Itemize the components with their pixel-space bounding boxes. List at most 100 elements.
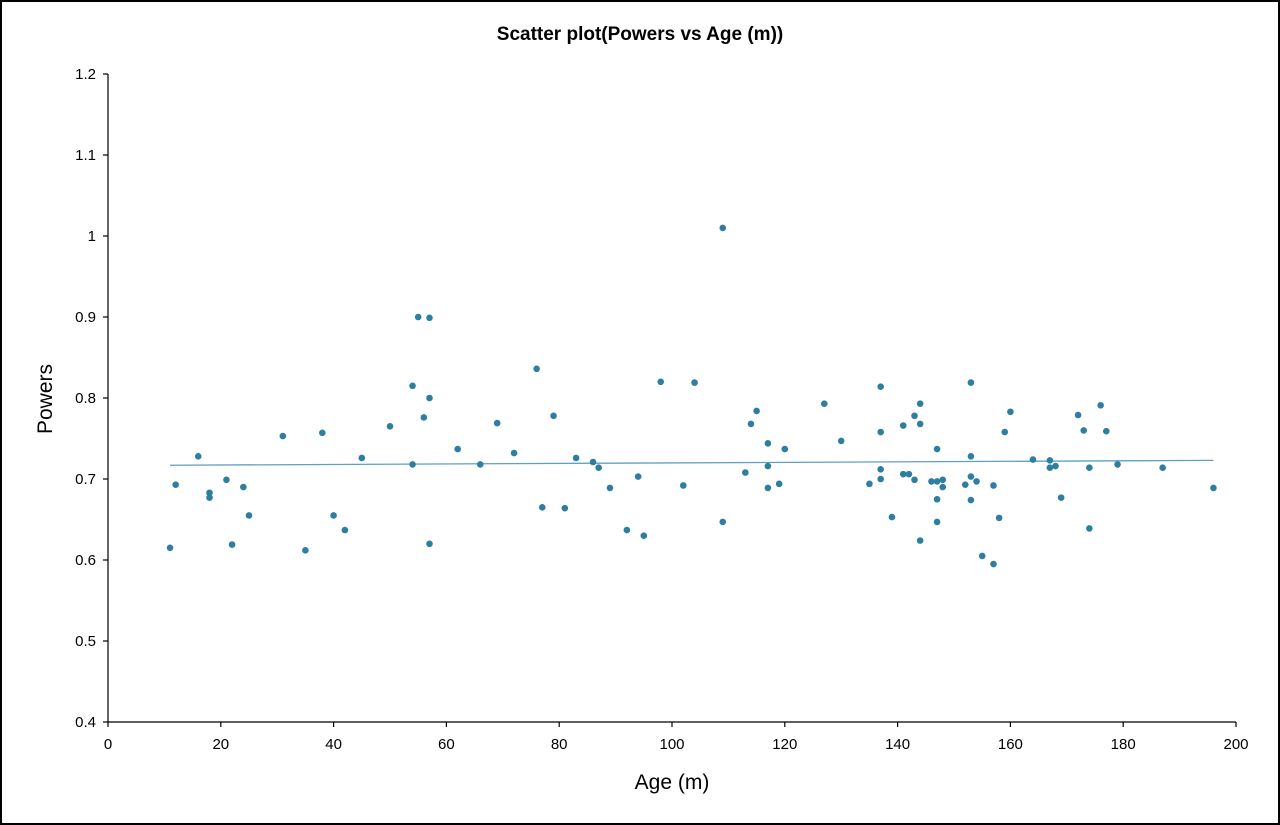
x-tick-label: 180 <box>1111 736 1136 753</box>
y-tick-label: 0.4 <box>75 714 96 731</box>
data-point <box>572 454 580 462</box>
data-point <box>1159 464 1166 471</box>
data-point <box>319 429 326 437</box>
data-point <box>279 432 287 440</box>
data-point <box>561 504 569 512</box>
data-point <box>194 453 202 460</box>
data-point <box>899 470 907 478</box>
data-point <box>1086 464 1093 471</box>
data-point <box>719 224 727 232</box>
data-point <box>1057 494 1065 501</box>
data-point <box>973 478 980 485</box>
data-point <box>820 400 828 407</box>
y-tick-label: 0.7 <box>75 471 96 488</box>
data-point <box>753 407 760 415</box>
data-point <box>719 518 727 526</box>
data-point <box>493 419 501 427</box>
x-tick-label: 120 <box>772 736 797 753</box>
data-point <box>1046 464 1054 471</box>
data-point <box>775 480 783 488</box>
data-point <box>747 420 755 428</box>
data-point <box>1001 428 1009 436</box>
x-tick-label: 80 <box>551 736 568 753</box>
data-point <box>240 483 247 491</box>
data-point <box>1102 427 1110 435</box>
x-tick-label: 0 <box>104 736 112 753</box>
y-tick-label: 1.2 <box>75 66 96 83</box>
data-point <box>764 440 772 447</box>
y-tick-label: 1.1 <box>75 147 96 164</box>
y-tick-label: 0.9 <box>75 309 96 326</box>
data-point <box>691 379 698 386</box>
trendline-group <box>170 459 1214 466</box>
data-point <box>877 465 884 473</box>
data-point <box>928 478 935 485</box>
data-point <box>967 453 975 460</box>
x-tick-label: 20 <box>212 736 229 753</box>
y-tick-label: 0.5 <box>75 633 96 650</box>
data-point <box>228 541 236 548</box>
data-point <box>877 475 884 483</box>
data-point <box>166 544 174 552</box>
data-point <box>623 526 631 534</box>
trendline <box>170 459 1214 466</box>
data-point <box>990 560 997 568</box>
data-point <box>742 469 749 476</box>
data-point <box>634 473 642 480</box>
data-point <box>476 461 484 468</box>
data-point <box>995 514 1003 522</box>
data-point <box>905 470 913 478</box>
data-point <box>933 518 941 526</box>
data-point <box>409 382 416 390</box>
x-axis-label: Age (m) <box>635 771 710 794</box>
data-point <box>510 449 518 457</box>
data-point <box>933 495 941 503</box>
data-point <box>939 476 947 484</box>
data-point <box>657 378 665 386</box>
data-point <box>330 512 337 519</box>
data-point <box>967 473 975 480</box>
data-point <box>1114 461 1121 468</box>
data-point <box>454 445 461 453</box>
data-point <box>420 414 428 421</box>
x-tick-label: 100 <box>659 736 684 753</box>
data-point <box>933 478 941 485</box>
data-point <box>877 428 884 436</box>
data-point <box>640 532 648 539</box>
data-point <box>916 400 924 407</box>
data-point <box>679 482 687 489</box>
data-point <box>888 513 896 521</box>
data-point <box>426 314 433 322</box>
data-point <box>933 445 941 453</box>
data-point <box>1074 411 1082 419</box>
data-point <box>978 552 986 560</box>
data-point <box>1080 427 1088 434</box>
chart-title: Scatter plot(Powers vs Age (m)) <box>497 24 783 45</box>
data-point <box>990 482 997 489</box>
data-point <box>409 461 416 468</box>
x-tick-label: 200 <box>1223 736 1248 753</box>
data-point <box>1086 525 1093 532</box>
data-point <box>877 383 884 390</box>
data-point <box>538 504 546 511</box>
data-point <box>595 464 602 471</box>
data-point <box>939 483 947 491</box>
axes: 0.4 0.5 0.6 0.7 0.8 0.9 1 1.1 1.2 0 20 40 60 80 100 120… <box>75 66 1248 753</box>
y-axis-label: Powers <box>34 364 57 434</box>
data-point <box>1029 456 1037 463</box>
data-point <box>550 412 557 420</box>
data-point <box>866 480 873 488</box>
data-point <box>899 422 907 429</box>
x-tick-label: 60 <box>438 736 455 753</box>
data-point <box>606 484 614 492</box>
data-point <box>916 537 924 544</box>
x-tick-label: 140 <box>885 736 910 753</box>
data-point <box>1097 401 1104 409</box>
data-point <box>414 313 422 321</box>
data-point <box>1210 484 1217 492</box>
data-point <box>589 458 597 466</box>
y-tick-label: 1 <box>88 228 96 245</box>
data-point <box>1052 462 1059 470</box>
